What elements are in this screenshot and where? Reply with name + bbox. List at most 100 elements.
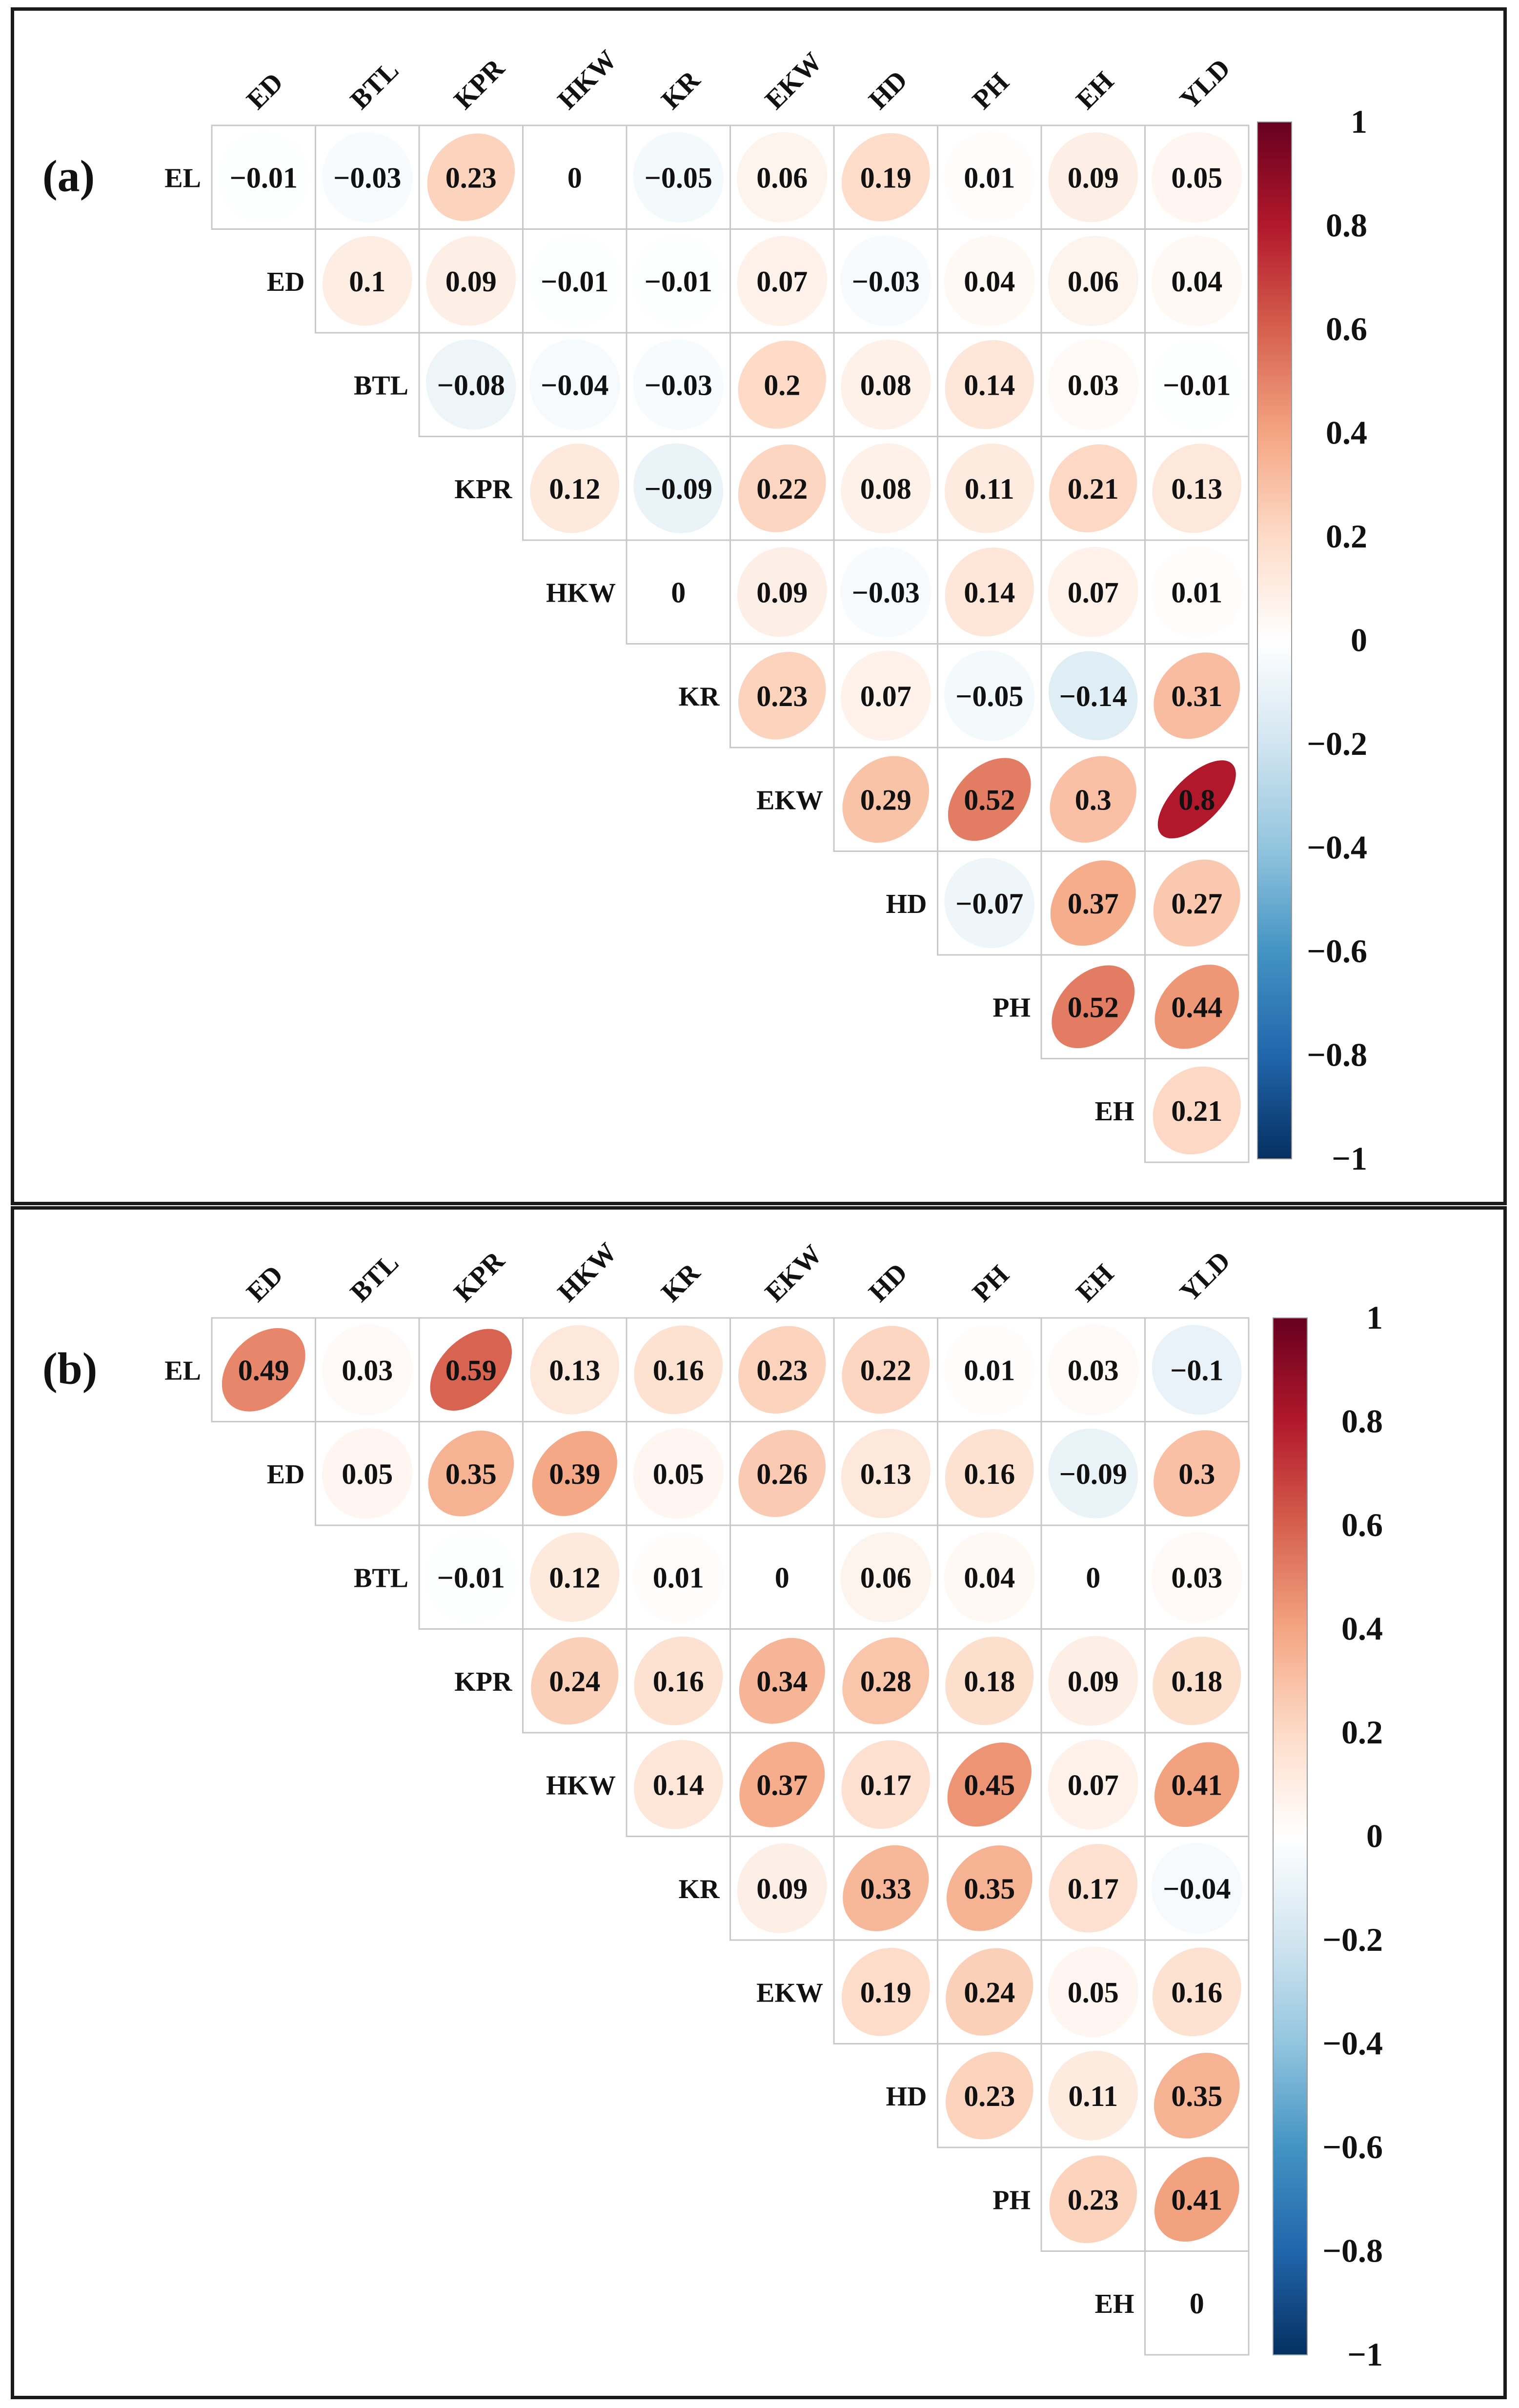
matrix-cell: 0.8 [1144,747,1250,852]
correlation-value: 0.01 [964,1354,1015,1386]
correlation-value: 0.23 [964,2080,1015,2112]
colorbar-tick-label: 0.4 [1341,1610,1383,1647]
row-label: KPR [454,474,512,505]
matrix-cell: 0.2 [729,332,835,437]
matrix-cell: 0.13 [1144,436,1250,541]
correlation-ellipse [1049,444,1137,532]
correlation-ellipse [841,133,930,222]
column-label: KPR [448,53,511,115]
colorbar-tick-label: −0.2 [1307,725,1367,762]
matrix-cell: 0.04 [937,228,1042,334]
column-label: YLD [1174,1246,1236,1308]
matrix-cell: 0.26 [729,1421,835,1526]
colorbar-tick-label: 1 [1351,103,1367,140]
correlation-ellipse [1049,2155,1137,2244]
column-label: HKW [552,44,623,115]
row-label: EL [164,163,201,193]
correlation-ellipse [1153,1637,1241,1725]
correlation-ellipse [532,1431,617,1516]
matrix-cell: 0.07 [1040,1732,1146,1837]
correlation-value: 0.01 [964,162,1015,194]
matrix-cell: 0.21 [1040,436,1146,541]
correlation-value: 0.07 [1068,576,1119,608]
correlation-value: −0.08 [437,369,505,401]
correlation-ellipse [1048,236,1138,326]
correlation-value: 0.2 [764,369,800,401]
correlation-value: 0.07 [860,680,911,712]
matrix-cell: 0.37 [1040,850,1146,956]
correlation-ellipse [841,1740,931,1829]
correlation-value: 0.37 [1068,888,1119,920]
correlation-ellipse [840,546,932,638]
correlation-ellipse [322,1428,413,1519]
correlation-ellipse [841,1947,930,2036]
matrix-cell: 0.49 [211,1317,316,1422]
column-label: ED [241,1259,289,1308]
matrix-cell: −0.1 [1144,1317,1250,1422]
correlation-ellipse [1154,964,1239,1049]
correlation-value: −0.01 [437,1561,505,1594]
correlation-ellipse [1152,444,1242,533]
correlation-value: 0.21 [1068,473,1119,505]
matrix-cell: −0.03 [315,124,420,230]
correlation-value: −0.09 [1059,1458,1127,1490]
correlation-ellipse [430,1329,512,1411]
correlation-ellipse [633,443,724,533]
row-label: HKW [546,1770,616,1801]
column-label: BTL [344,1248,405,1308]
matrix-cell: 0.35 [1144,2043,1250,2148]
matrix-cell: 0.07 [1040,539,1146,645]
correlation-value: 0.27 [1171,888,1222,920]
correlation-value: 0.08 [860,369,911,401]
matrix-cell: 0.16 [626,1317,731,1422]
correlation-ellipse [1153,1066,1241,1154]
colorbar-tick-label: −0.6 [1322,2128,1383,2165]
matrix-cell: 0 [729,1524,835,1630]
correlation-value: −0.05 [955,680,1023,712]
correlation-value: 0.35 [446,1458,497,1490]
matrix-cell: 0.04 [937,1524,1042,1630]
matrix-cell: 0.24 [522,1628,628,1734]
colorbar-tick-label: 0.2 [1341,1714,1383,1751]
colorbar-tick-label: 0.4 [1326,414,1367,451]
correlation-ellipse [530,444,620,533]
row-label: ED [267,1459,305,1490]
correlation-ellipse [737,132,828,223]
correlation-value: −0.04 [1163,1873,1231,1905]
column-label: YLD [1174,53,1236,115]
correlation-value: 0.16 [1171,1976,1222,2008]
correlation-ellipse [218,131,309,223]
matrix-cell: 0.01 [626,1524,731,1630]
correlation-ellipse [945,1429,1034,1518]
matrix-cell: 0.01 [1144,539,1250,645]
correlation-ellipse [1151,546,1243,638]
matrix-cell: 0.09 [729,1836,835,1941]
matrix-cell: 0.44 [1144,954,1250,1059]
correlation-ellipse [322,1324,413,1416]
matrix-cell: 0 [1144,2250,1250,2356]
correlation-ellipse [1048,1428,1138,1518]
correlation-ellipse [738,444,826,532]
matrix-cell: 0.52 [937,747,1042,852]
column-label: KPR [448,1245,511,1308]
colorbar-tick-label: −1 [1347,2336,1383,2373]
correlation-ellipse [1048,1946,1138,2037]
correlation-value: 0.14 [653,1769,704,1801]
column-label: EH [1071,1258,1120,1308]
correlation-ellipse [530,1532,620,1622]
correlation-value: 0.09 [756,576,808,608]
correlation-value: 0.19 [860,1976,911,2008]
row-label: PH [992,2185,1031,2215]
column-label: ED [241,67,289,115]
correlation-value: 0.16 [653,1665,704,1698]
correlation-value: 0.05 [653,1458,704,1490]
matrix-cell: −0.04 [522,332,628,437]
correlation-ellipse [1151,339,1243,430]
matrix-cell: 0.08 [833,332,938,437]
correlation-value: 0.03 [1068,1354,1119,1386]
correlation-value: 0.14 [964,369,1015,401]
matrix-cell: 0.09 [1040,124,1146,230]
correlation-ellipse [1050,756,1136,843]
correlation-ellipse [1151,235,1242,326]
correlation-ellipse [1048,339,1139,430]
